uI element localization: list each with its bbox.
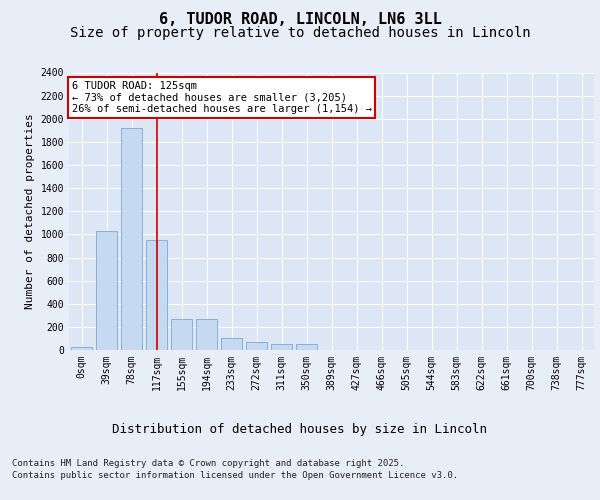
Bar [271,344,292,350]
Bar [196,319,217,350]
Bar [296,344,317,350]
Text: Distribution of detached houses by size in Lincoln: Distribution of detached houses by size … [113,422,487,436]
Bar [246,342,267,350]
Bar [121,128,142,350]
Text: 6 TUDOR ROAD: 125sqm
← 73% of detached houses are smaller (3,205)
26% of semi-de: 6 TUDOR ROAD: 125sqm ← 73% of detached h… [71,81,371,114]
Text: 6, TUDOR ROAD, LINCOLN, LN6 3LL: 6, TUDOR ROAD, LINCOLN, LN6 3LL [158,12,442,28]
Bar [71,346,92,350]
Text: Contains public sector information licensed under the Open Government Licence v3: Contains public sector information licen… [12,471,458,480]
Bar [146,240,167,350]
Bar [96,231,117,350]
Text: Contains HM Land Registry data © Crown copyright and database right 2025.: Contains HM Land Registry data © Crown c… [12,458,404,468]
Bar [221,338,242,350]
Y-axis label: Number of detached properties: Number of detached properties [25,114,35,309]
Text: Size of property relative to detached houses in Lincoln: Size of property relative to detached ho… [70,26,530,40]
Bar [171,319,192,350]
